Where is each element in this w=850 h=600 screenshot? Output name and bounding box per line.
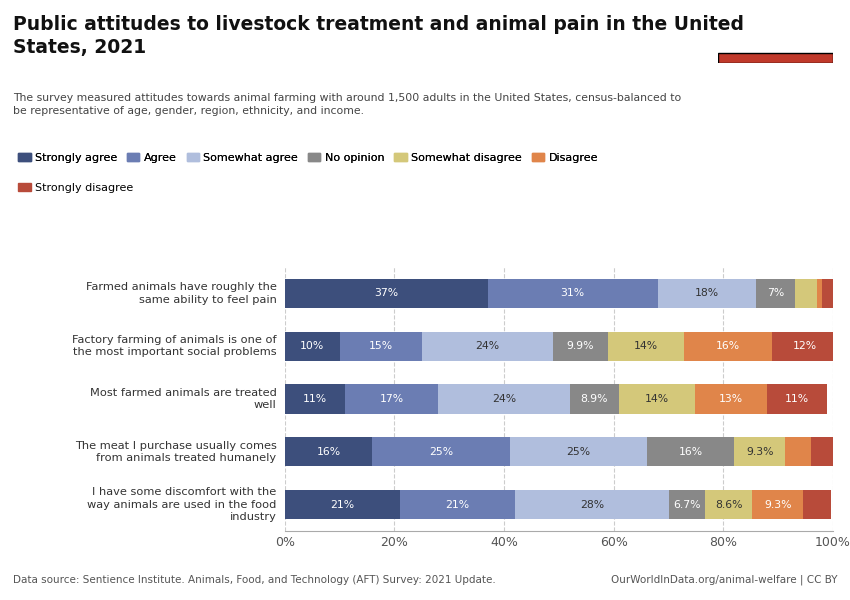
Bar	[785, 437, 811, 466]
Bar	[795, 279, 817, 308]
Text: 16%: 16%	[316, 447, 341, 457]
Text: The survey measured attitudes towards animal farming with around 1,500 adults in: The survey measured attitudes towards an…	[13, 93, 681, 116]
Bar	[756, 279, 795, 308]
Text: Data source: Sentience Institute. Animals, Food, and Technology (AFT) Survey: 20: Data source: Sentience Institute. Animal…	[13, 575, 496, 585]
Text: 12%: 12%	[793, 341, 817, 351]
Bar	[734, 437, 785, 466]
Text: 9.3%: 9.3%	[746, 447, 774, 457]
Bar	[684, 332, 772, 361]
Bar	[811, 437, 833, 466]
Bar	[553, 332, 608, 361]
Text: I have some discomfort with the
way animals are used in the food
industry: I have some discomfort with the way anim…	[88, 487, 276, 522]
Bar	[608, 332, 684, 361]
Bar	[619, 385, 695, 413]
Text: Most farmed animals are treated
well: Most farmed animals are treated well	[89, 388, 276, 410]
Bar	[752, 490, 803, 519]
Bar	[439, 385, 570, 413]
Text: 6.7%: 6.7%	[673, 500, 700, 509]
Bar	[817, 279, 822, 308]
Bar	[285, 385, 345, 413]
Bar	[422, 332, 553, 361]
Text: 17%: 17%	[380, 394, 404, 404]
Text: 21%: 21%	[331, 500, 354, 509]
Text: 24%: 24%	[492, 394, 516, 404]
Bar	[509, 437, 647, 466]
Text: 7%: 7%	[767, 289, 784, 298]
Bar	[400, 490, 515, 519]
Bar	[706, 490, 752, 519]
Bar	[345, 385, 439, 413]
Bar	[822, 279, 833, 308]
Text: 14%: 14%	[645, 394, 669, 404]
Bar	[488, 279, 658, 308]
Text: 8.9%: 8.9%	[581, 394, 608, 404]
Text: in Data: in Data	[753, 35, 798, 46]
Bar	[339, 332, 422, 361]
Text: Public attitudes to livestock treatment and animal pain in the United
States, 20: Public attitudes to livestock treatment …	[13, 15, 744, 58]
Text: 15%: 15%	[369, 341, 393, 351]
Text: The meat I purchase usually comes
from animals treated humanely: The meat I purchase usually comes from a…	[75, 440, 276, 463]
Legend: Strongly agree, Agree, Somewhat agree, No opinion, Somewhat disagree, Disagree: Strongly agree, Agree, Somewhat agree, N…	[19, 152, 598, 163]
Legend: Strongly disagree: Strongly disagree	[19, 182, 133, 193]
Text: 31%: 31%	[560, 289, 585, 298]
Text: 16%: 16%	[717, 341, 740, 351]
Bar	[285, 490, 399, 519]
Text: 9.3%: 9.3%	[764, 500, 791, 509]
Text: Factory farming of animals is one of
the most important social problems: Factory farming of animals is one of the…	[72, 335, 276, 358]
Bar	[647, 437, 734, 466]
Text: 37%: 37%	[374, 289, 399, 298]
Bar	[515, 490, 668, 519]
Bar	[658, 279, 756, 308]
Text: 14%: 14%	[634, 341, 658, 351]
Text: Our World: Our World	[744, 19, 808, 29]
Bar	[695, 385, 767, 413]
Bar	[285, 332, 339, 361]
Text: 11%: 11%	[785, 394, 809, 404]
Bar	[668, 490, 706, 519]
Bar	[285, 279, 488, 308]
Text: 11%: 11%	[303, 394, 327, 404]
Bar	[372, 437, 509, 466]
Text: 25%: 25%	[566, 447, 590, 457]
Text: 21%: 21%	[445, 500, 469, 509]
Text: 10%: 10%	[300, 341, 325, 351]
Text: Farmed animals have roughly the
same ability to feel pain: Farmed animals have roughly the same abi…	[86, 282, 276, 305]
Text: OurWorldInData.org/animal-welfare | CC BY: OurWorldInData.org/animal-welfare | CC B…	[611, 575, 837, 585]
Text: 18%: 18%	[694, 289, 719, 298]
Text: 28%: 28%	[580, 500, 604, 509]
Bar	[803, 490, 831, 519]
Text: 25%: 25%	[429, 447, 453, 457]
Text: 8.6%: 8.6%	[715, 500, 743, 509]
Bar	[767, 385, 827, 413]
Text: 16%: 16%	[678, 447, 702, 457]
Text: 13%: 13%	[719, 394, 743, 404]
FancyBboxPatch shape	[718, 53, 833, 63]
Bar	[772, 332, 838, 361]
Text: 9.9%: 9.9%	[567, 341, 594, 351]
Text: 24%: 24%	[475, 341, 500, 351]
Bar	[570, 385, 619, 413]
Bar	[285, 437, 372, 466]
